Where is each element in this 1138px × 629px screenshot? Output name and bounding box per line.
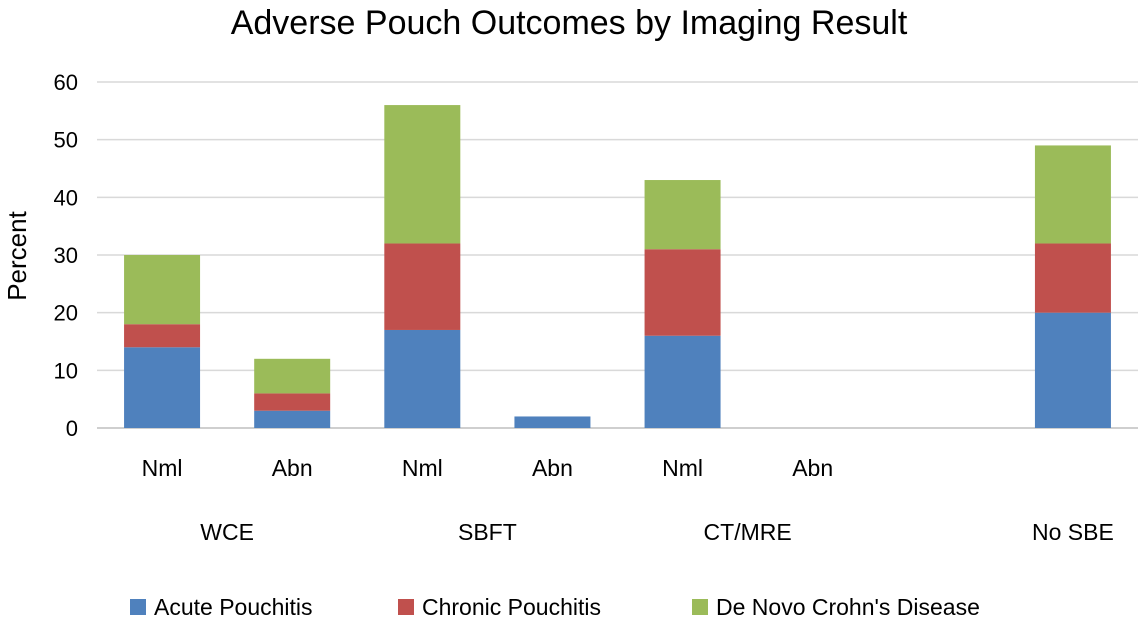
bar-segment-chronic-pouchitis-6 <box>1034 243 1111 313</box>
y-tick-label: 50 <box>54 128 78 153</box>
bar-segment-acute-pouchitis-3 <box>514 416 591 428</box>
bar-segment-de-novo-crohn-s-disease-4 <box>644 180 721 250</box>
legend-label: De Novo Crohn's Disease <box>716 594 980 620</box>
legend-swatch-0 <box>130 599 146 615</box>
bar-segment-de-novo-crohn-s-disease-6 <box>1034 145 1111 244</box>
bar-segment-chronic-pouchitis-1 <box>254 393 331 411</box>
bar-segment-chronic-pouchitis-0 <box>124 324 201 348</box>
y-tick-label: 10 <box>54 358 78 383</box>
y-tick-label: 20 <box>54 301 78 326</box>
x-tick-label: Abn <box>532 455 573 481</box>
y-tick-label: 40 <box>54 185 78 210</box>
gridlines: 0 10 20 30 40 50 60 <box>54 70 1138 441</box>
bar-segment-acute-pouchitis-1 <box>254 410 331 428</box>
bars <box>124 105 1111 428</box>
legend: Acute Pouchitis Chronic Pouchitis De Novo … <box>130 594 980 620</box>
bar-segment-acute-pouchitis-0 <box>124 347 201 428</box>
bar-segment-acute-pouchitis-2 <box>384 329 461 428</box>
y-tick-label: 60 <box>54 70 78 95</box>
bar-segment-chronic-pouchitis-2 <box>384 243 461 330</box>
y-tick-label: 0 <box>66 416 78 441</box>
bar-segment-acute-pouchitis-6 <box>1034 312 1111 428</box>
bar-segment-acute-pouchitis-4 <box>644 335 721 428</box>
legend-label: Acute Pouchitis <box>154 594 313 620</box>
x-group-label: No SBE <box>1032 519 1114 545</box>
x-axis-labels: Nml Abn Nml Abn Nml Abn WCE SBFT CT/MRE No SBE <box>142 455 1114 545</box>
x-tick-label: Abn <box>792 455 833 481</box>
bar-segment-de-novo-crohn-s-disease-0 <box>124 255 201 325</box>
x-tick-label: Abn <box>272 455 313 481</box>
bar-segment-de-novo-crohn-s-disease-1 <box>254 358 331 394</box>
x-tick-label: Nml <box>662 455 703 481</box>
x-group-label: WCE <box>200 519 254 545</box>
legend-swatch-1 <box>398 599 414 615</box>
x-tick-label: Nml <box>142 455 183 481</box>
x-tick-label: Nml <box>402 455 443 481</box>
bar-segment-chronic-pouchitis-4 <box>644 249 721 336</box>
legend-label: Chronic Pouchitis <box>422 594 601 620</box>
legend-swatch-2 <box>692 599 708 615</box>
bar-segment-de-novo-crohn-s-disease-2 <box>384 105 461 244</box>
chart-title: Adverse Pouch Outcomes by Imaging Result <box>231 4 908 42</box>
y-axis-label: Percent <box>2 210 32 300</box>
y-tick-label: 30 <box>54 243 78 268</box>
x-group-label: CT/MRE <box>704 519 792 545</box>
x-group-label: SBFT <box>458 519 517 545</box>
